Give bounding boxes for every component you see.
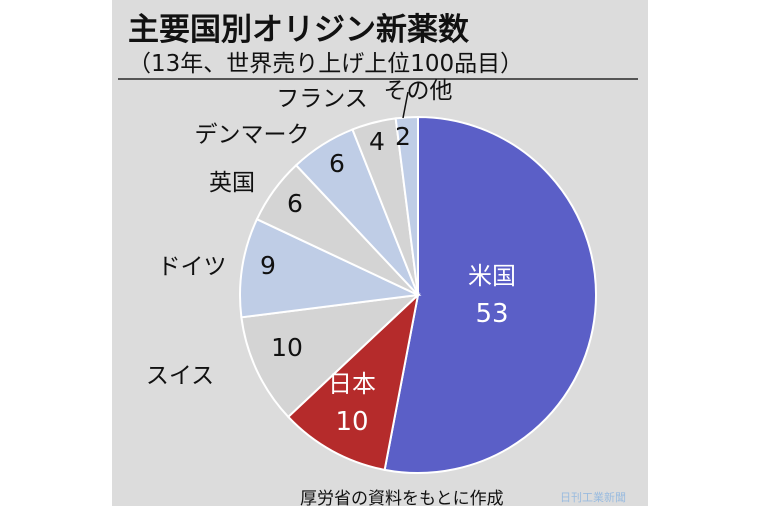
slice-label: ドイツ [158, 254, 227, 280]
data-label: 6 [329, 149, 345, 178]
slice-label: 日本 [328, 370, 376, 398]
source-note: 厚労省の資料をもとに作成 [300, 489, 504, 509]
slice-label: 英国 [209, 170, 255, 196]
data-label: 9 [260, 251, 276, 280]
slice-label: その他 [384, 78, 453, 104]
leader-line [402, 91, 409, 119]
data-label: 10 [335, 407, 368, 437]
publisher-watermark: 日刊工業新聞 [560, 491, 626, 504]
data-label: 2 [395, 122, 411, 151]
pie-slice [239, 217, 422, 319]
data-label: 4 [369, 127, 385, 156]
title-divider [118, 78, 638, 80]
data-label: 6 [287, 189, 303, 218]
slice-label: 米国 [468, 262, 516, 290]
slice-label: スイス [146, 363, 214, 389]
slice-label: フランス [276, 86, 368, 112]
slice-label: デンマーク [195, 122, 310, 148]
chart-subtitle: （13年、世界売り上げ上位100品目） [128, 51, 524, 77]
pie-slice [286, 292, 420, 472]
data-label: 53 [475, 299, 508, 329]
pie-slice [240, 293, 421, 419]
chart-title: 主要国別オリジン新薬数 [128, 12, 469, 48]
data-label: 10 [271, 333, 303, 362]
pie-slice [383, 115, 597, 474]
pie-slice [394, 115, 419, 296]
